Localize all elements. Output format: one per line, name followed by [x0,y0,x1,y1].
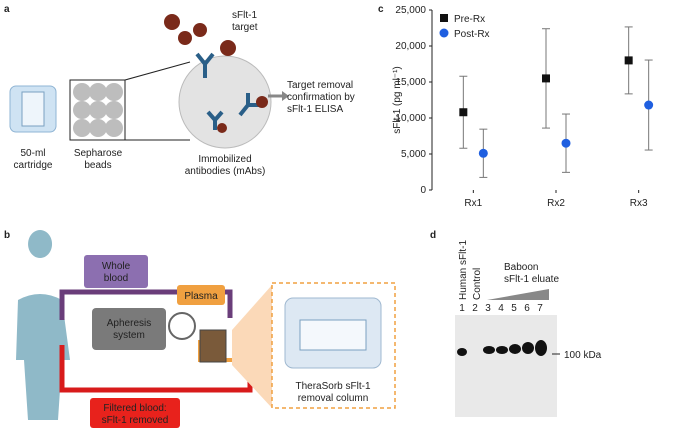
label: sFlt-1 [232,10,257,21]
label: Immobilized [198,154,251,165]
antibody-surface [178,55,272,149]
y-tick-label: 25,000 [395,5,426,16]
apheresis-box [92,308,166,350]
gel [455,315,557,417]
beads [73,83,123,137]
lane-number: 5 [511,303,517,314]
x-tick-label: Rx2 [547,198,565,209]
point [542,74,550,83]
lane-number: 7 [537,303,543,314]
label: sFlt-1 removed [102,415,169,426]
label: TheraSorb sFlt-1 [295,381,370,392]
lane-number: 2 [472,303,478,314]
label: 50-ml [20,148,45,159]
y-tick-label: 5,000 [401,149,426,160]
point [459,108,468,117]
target-proteins [164,14,268,133]
panel-letter: c [378,4,384,15]
legend-label: Pre-Rx [454,14,485,25]
label: 100 kDa [564,350,602,361]
legend-marker [439,28,449,38]
lane-number: 4 [498,303,504,314]
label: antibodies (mAbs) [185,166,266,177]
label: Plasma [184,291,218,302]
lane-number: 3 [485,303,491,314]
filtered-box [90,398,180,428]
y-tick-label: 20,000 [395,41,426,52]
y-axis-label: sFlt-1 (pg ml⁻¹) [392,66,403,134]
point [561,138,571,148]
label: target [232,22,258,33]
zoom-line [124,61,191,81]
zoom-cone [232,285,272,408]
antibodies [195,52,260,130]
label: Target removal [287,80,353,91]
label: beads [84,160,111,171]
point [478,148,488,158]
label: Apheresis [107,318,151,329]
column-label [299,319,367,351]
plasma-box [177,285,225,305]
label: Filtered blood: [103,403,166,414]
lane-number: 6 [524,303,530,314]
whole-blood-box [84,255,148,288]
pump [168,312,196,340]
label: Sepharose [74,148,123,159]
label: Baboon [504,262,538,273]
y-tick-label: 0 [420,185,426,196]
gradient-ramp [487,289,549,300]
x-tick-label: Rx3 [630,198,648,209]
label: Whole [102,261,131,272]
label: confirmation by [287,92,355,103]
x-tick-label: Rx1 [464,198,482,209]
panel-letter: d [430,230,436,241]
lane-label: Control [472,268,483,300]
arrow-head [282,91,289,101]
panel-letter: b [4,230,10,241]
cartridge-body [21,91,45,127]
point [644,100,654,110]
label: system [113,330,145,341]
legend-marker [440,14,448,22]
lane-number: 1 [459,303,465,314]
legend-label: Post-Rx [454,29,490,40]
human-silhouette [16,230,70,420]
label: sFlt-1 ELISA [287,104,343,115]
label: cartridge [14,160,53,171]
label: removal column [298,393,369,404]
lane-label: Human sFlt-1 [458,240,469,300]
point [624,56,633,65]
label: blood [104,273,128,284]
label: sFlt-1 eluate [504,274,559,285]
tube-in [59,289,233,320]
y-tick-label: 15,000 [395,77,426,88]
panel-letter: a [4,4,10,15]
y-tick-label: 10,000 [395,113,426,124]
gel-bands [457,340,547,356]
column-icon [199,329,227,363]
